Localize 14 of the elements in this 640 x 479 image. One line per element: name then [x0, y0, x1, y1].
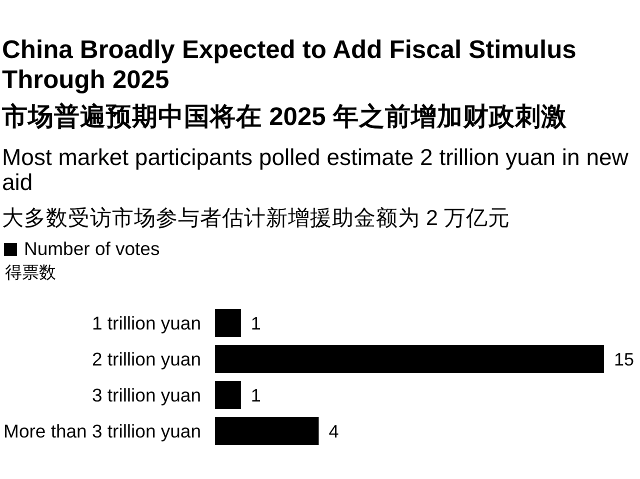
legend-label: Number of votes	[24, 238, 160, 259]
chart-subtitle: Most market participants polled estimate 2 trillion yuan in new aid	[2, 144, 628, 195]
data-label: 1	[250, 313, 261, 334]
chart-title: China Broadly Expected to Add Fiscal Stimulus Through 2025	[2, 36, 576, 94]
y-tick-label: More than 3 trillion yuan	[4, 420, 201, 442]
data-label: 15	[614, 349, 634, 370]
text: 市场普遍预期中国将在 2025 年之前增加财政刺激	[2, 103, 567, 131]
y-tick-label: 1 trillion yuan	[92, 312, 201, 334]
y-tick-label: 2 trillion yuan	[92, 348, 201, 370]
data-label: 1	[250, 385, 261, 406]
data-label: 4	[328, 421, 339, 442]
y-tick-label: 3 trillion yuan	[92, 384, 201, 406]
text: 得票数	[5, 263, 56, 282]
text: 大多数受访市场参与者估计新增援助金额为 2 万亿元	[2, 206, 510, 230]
